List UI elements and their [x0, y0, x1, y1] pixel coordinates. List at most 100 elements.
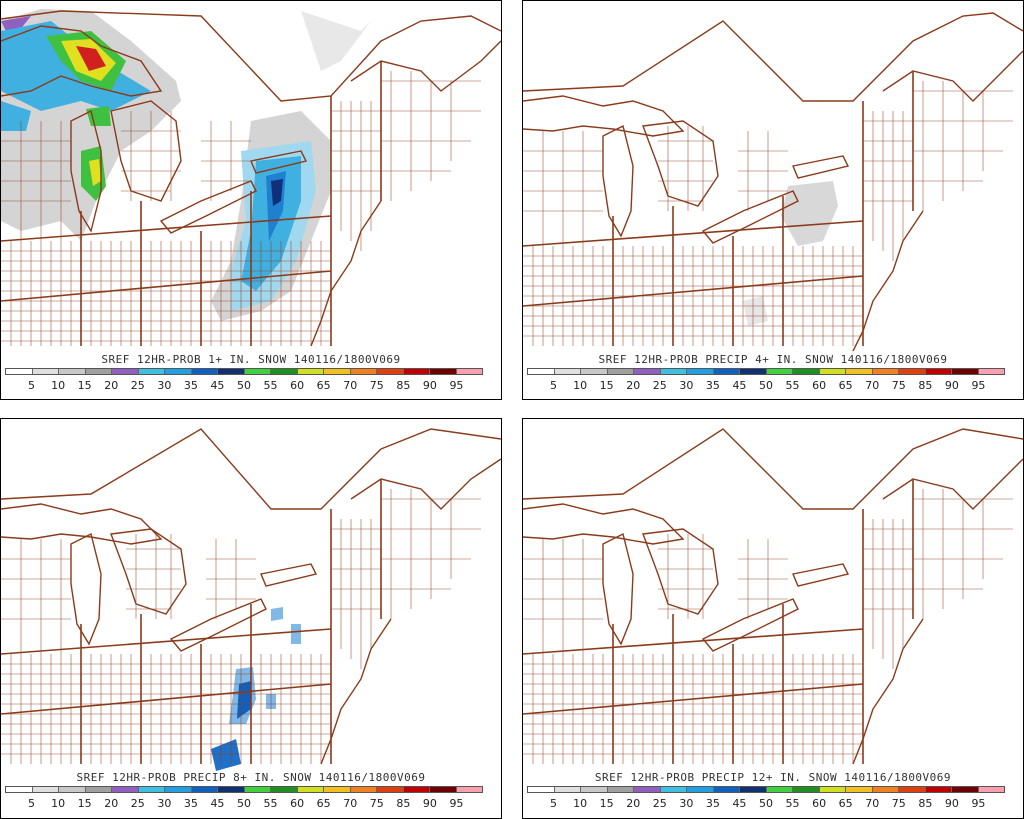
scale-swatch	[819, 787, 846, 792]
scale-swatch	[32, 369, 59, 374]
lake-superior-outline	[1, 503, 163, 545]
scale-swatch	[271, 369, 298, 374]
lake-superior-outline	[523, 503, 685, 545]
scale-label: 35	[183, 797, 198, 810]
scale-label: 10	[51, 379, 66, 392]
scale-swatch	[872, 787, 899, 792]
panel-1-inch-snow: SREF 12HR-PROB 1+ IN. SNOW 140116/1800V0…	[0, 0, 502, 400]
scale-label: 35	[705, 797, 720, 810]
scale-swatch	[528, 787, 555, 792]
scale-swatch	[581, 369, 608, 374]
scale-swatch	[846, 369, 873, 374]
scale-swatch	[430, 787, 457, 792]
scale-swatch	[85, 369, 112, 374]
scale-label: 5	[28, 379, 36, 392]
scale-swatch	[324, 787, 351, 792]
scale-swatch	[819, 369, 846, 374]
scale-swatch	[793, 787, 820, 792]
scale-label: 50	[759, 379, 773, 392]
lake-michigan-outline	[70, 532, 102, 646]
map-12-inch-snow	[523, 428, 1023, 765]
scale-swatch	[687, 369, 714, 374]
lake-michigan-outline	[602, 124, 634, 238]
lake-erie-outline	[701, 190, 799, 244]
scale-swatch	[59, 787, 86, 792]
lake-huron-outline	[642, 120, 719, 207]
scale-swatch	[350, 369, 377, 374]
scale-label: 85	[918, 379, 933, 392]
lake-ontario-outline	[792, 155, 850, 179]
scale-swatch	[244, 787, 271, 792]
scale-swatch	[377, 787, 404, 792]
scale-label: 65	[838, 379, 853, 392]
scale-label: 75	[369, 379, 384, 392]
scale-swatch	[660, 787, 687, 792]
scale-swatch	[271, 787, 298, 792]
scale-label: 25	[130, 797, 145, 810]
lake-erie-outline	[701, 598, 799, 652]
scale-swatch	[925, 369, 952, 374]
scale-label: 5	[28, 797, 36, 810]
scale-swatch	[607, 369, 634, 374]
scale-swatch	[165, 369, 192, 374]
scale-swatch	[952, 369, 979, 374]
probability-scale-labels: 5 10 15 20 25 30 35 45 50 55 60 65 70 75 85 90 95	[527, 379, 1005, 392]
scale-swatch	[6, 787, 33, 792]
lake-ontario-outline	[792, 563, 850, 587]
scale-swatch	[952, 787, 979, 792]
probability-scale-labels: 5 10 15 20 25 30 35 45 50 55 60 65 70 75 85 90 95	[527, 797, 1005, 810]
scale-swatch	[138, 369, 165, 374]
scale-swatch	[165, 787, 192, 792]
scale-label: 45	[732, 379, 747, 392]
probability-color-scale	[5, 786, 483, 793]
lake-huron-outline	[642, 528, 719, 615]
scale-swatch	[218, 369, 245, 374]
scale-label: 15	[77, 379, 92, 392]
state-lines	[523, 479, 914, 764]
scale-label: 20	[104, 379, 119, 392]
scale-label: 60	[290, 379, 305, 392]
probability-color-scale	[5, 368, 483, 375]
scale-label: 25	[652, 797, 667, 810]
scale-label: 15	[77, 797, 92, 810]
scale-label: 30	[679, 379, 694, 392]
scale-swatch	[766, 787, 793, 792]
scale-label: 75	[891, 379, 906, 392]
scale-swatch	[687, 787, 714, 792]
scale-label: 15	[599, 379, 614, 392]
scale-swatch	[528, 369, 555, 374]
scale-label: 5	[550, 379, 558, 392]
scale-label: 85	[918, 797, 933, 810]
scale-swatch	[218, 787, 245, 792]
lake-erie-outline	[159, 180, 257, 234]
scale-label: 70	[865, 797, 880, 810]
scale-label: 70	[343, 379, 358, 392]
panel-title: SREF 12HR-PROB 1+ IN. SNOW 140116/1800V0…	[101, 353, 401, 366]
scale-label: 45	[210, 379, 225, 392]
canada-border	[523, 12, 1023, 102]
scale-swatch	[377, 369, 404, 374]
scale-label: 85	[396, 797, 411, 810]
scale-label: 95	[971, 797, 986, 810]
scale-swatch	[634, 787, 661, 792]
scale-label: 25	[130, 379, 145, 392]
scale-label: 90	[944, 797, 959, 810]
scale-swatch	[191, 787, 218, 792]
scale-swatch	[244, 369, 271, 374]
panel-title: SREF 12HR-PROB PRECIP 12+ IN. SNOW 14011…	[594, 771, 952, 784]
scale-swatch	[925, 787, 952, 792]
scale-label: 50	[237, 797, 251, 810]
scale-label: 55	[263, 797, 278, 810]
scale-swatch	[430, 369, 457, 374]
scale-label: 95	[449, 797, 464, 810]
scale-swatch	[740, 369, 767, 374]
scale-swatch	[554, 369, 581, 374]
scale-label: 20	[104, 797, 119, 810]
scale-swatch	[6, 369, 33, 374]
panel-title: SREF 12HR-PROB PRECIP 4+ IN. SNOW 140116…	[598, 353, 948, 366]
scale-swatch	[660, 369, 687, 374]
canada-border	[523, 428, 1023, 510]
scale-label: 30	[157, 797, 172, 810]
scale-swatch	[713, 787, 740, 792]
map-4-inch-snow	[523, 12, 1023, 352]
